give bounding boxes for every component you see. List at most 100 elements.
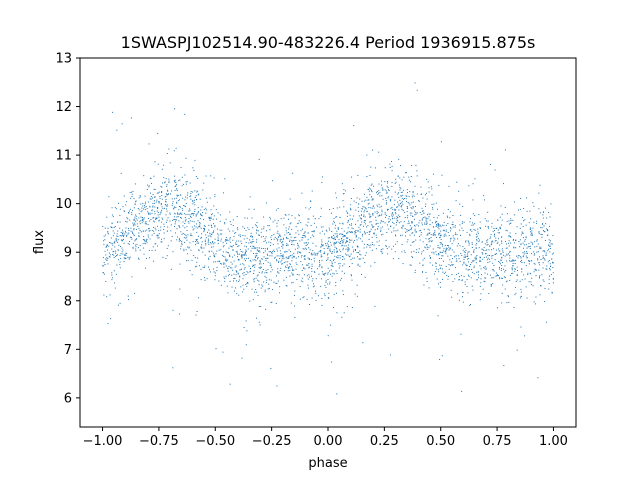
data-point — [508, 301, 510, 303]
data-point — [314, 218, 316, 220]
data-point — [240, 255, 242, 257]
data-point — [369, 188, 371, 190]
data-point — [150, 182, 152, 184]
data-point — [314, 271, 316, 273]
data-point — [520, 259, 522, 261]
data-point — [130, 236, 132, 238]
data-point — [422, 271, 424, 273]
data-point — [552, 252, 554, 254]
data-point — [276, 282, 278, 284]
data-point — [284, 251, 286, 253]
data-point — [317, 252, 319, 254]
data-point — [413, 241, 415, 243]
data-point — [508, 234, 510, 236]
data-point — [165, 258, 167, 260]
data-point — [272, 251, 274, 253]
data-point — [370, 244, 372, 246]
data-point — [475, 257, 477, 259]
data-point — [506, 253, 508, 255]
data-point — [161, 195, 163, 196]
data-point — [542, 262, 544, 264]
data-point — [393, 230, 395, 232]
data-point — [233, 290, 235, 292]
data-point — [468, 251, 470, 253]
data-point — [428, 238, 430, 240]
data-point — [253, 270, 255, 272]
data-point — [406, 206, 408, 208]
data-point — [181, 244, 183, 246]
data-point — [544, 301, 546, 303]
data-point — [369, 221, 371, 223]
data-point — [145, 239, 147, 241]
data-point — [411, 208, 413, 210]
data-point — [403, 221, 405, 223]
data-point — [289, 233, 291, 235]
data-point — [188, 210, 190, 212]
data-point — [357, 264, 359, 266]
data-point — [406, 241, 408, 243]
data-point — [243, 238, 245, 240]
data-point — [499, 244, 501, 246]
data-point — [372, 149, 374, 151]
data-point — [163, 232, 165, 234]
data-point — [105, 280, 107, 282]
data-point — [437, 226, 439, 228]
data-point — [203, 230, 205, 232]
data-point — [223, 262, 225, 264]
data-point — [436, 221, 438, 223]
data-point — [492, 241, 494, 243]
data-point — [232, 256, 234, 258]
data-point — [176, 195, 178, 197]
data-point — [272, 180, 274, 182]
data-point — [225, 259, 227, 261]
data-point — [355, 249, 356, 251]
data-point — [410, 244, 412, 246]
y-tick-label: 10 — [55, 197, 72, 212]
data-point — [468, 275, 470, 277]
data-point — [226, 242, 228, 244]
data-point — [146, 229, 148, 231]
data-point — [320, 285, 322, 287]
data-point — [191, 226, 193, 228]
data-point — [134, 183, 136, 185]
data-point — [431, 222, 433, 224]
data-point — [329, 273, 331, 275]
data-point — [544, 231, 546, 233]
data-point — [483, 249, 485, 251]
data-point — [310, 237, 312, 239]
data-point — [501, 262, 503, 264]
data-point — [196, 191, 198, 193]
data-point — [190, 216, 192, 218]
data-point — [333, 249, 335, 251]
data-point — [509, 255, 511, 257]
data-point — [476, 271, 478, 273]
data-point — [473, 273, 475, 275]
data-point — [212, 223, 214, 225]
data-point — [452, 226, 454, 228]
data-point — [197, 241, 199, 243]
data-point — [548, 225, 550, 227]
data-point — [301, 239, 303, 241]
data-point — [267, 288, 269, 290]
data-point — [448, 268, 450, 270]
data-point — [530, 260, 532, 262]
data-point — [187, 221, 189, 223]
data-point — [544, 251, 546, 253]
data-point — [371, 236, 373, 238]
data-point — [211, 234, 213, 235]
data-point — [291, 260, 293, 262]
data-point — [260, 263, 262, 265]
data-point — [510, 236, 512, 238]
data-point — [418, 225, 420, 227]
data-point — [334, 233, 336, 235]
data-point — [217, 260, 219, 262]
data-point — [360, 223, 362, 225]
data-point — [428, 191, 430, 193]
data-point — [217, 233, 219, 235]
data-point — [245, 246, 247, 248]
data-point — [306, 264, 308, 266]
data-point — [391, 206, 393, 208]
data-point — [149, 238, 151, 240]
data-point — [255, 252, 257, 254]
data-point — [154, 227, 156, 229]
